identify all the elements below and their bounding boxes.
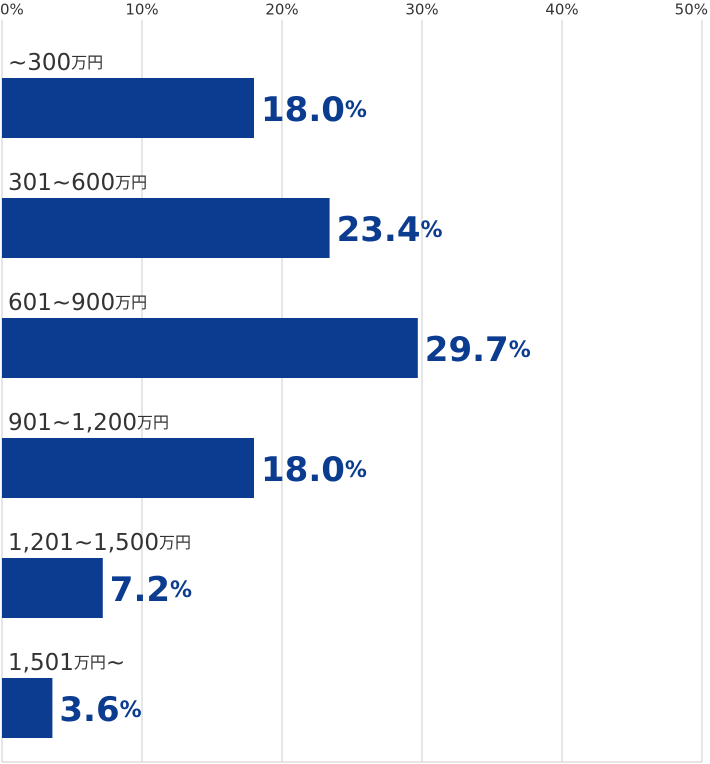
category-label: 1,201~1,500万円 [8,530,191,556]
bar [2,438,254,498]
value-label: 18.0% [261,90,367,130]
bar [2,198,330,258]
x-tick-label: 10% [125,1,158,19]
category-label: 1,501万円~ [8,650,125,676]
x-tick-label: 0% [0,1,24,19]
value-label: 3.6% [59,690,141,730]
bar [2,558,103,618]
bar [2,78,254,138]
value-label: 7.2% [110,570,192,610]
category-label: 601~900万円 [8,290,147,316]
value-label: 23.4% [337,210,443,250]
category-label: 301~600万円 [8,170,147,196]
x-tick-label: 50% [675,1,708,19]
value-label: 18.0% [261,450,367,490]
bar [2,318,418,378]
x-tick-label: 40% [545,1,578,19]
x-tick-label: 30% [405,1,438,19]
category-label: ~300万円 [8,50,103,76]
category-label: 901~1,200万円 [8,410,169,436]
x-tick-label: 20% [265,1,298,19]
bar [2,678,53,738]
value-label: 29.7% [425,330,531,370]
